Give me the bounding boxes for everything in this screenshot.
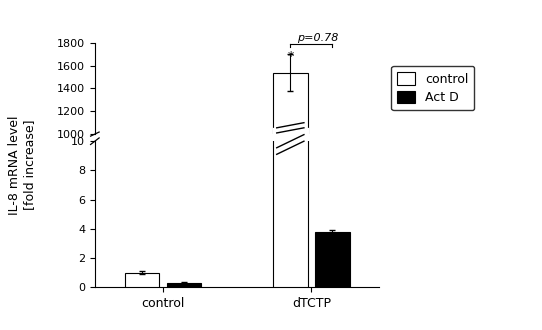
- Text: *: *: [287, 50, 293, 63]
- Bar: [166, 283, 201, 287]
- Legend: control, Act D: control, Act D: [391, 66, 474, 111]
- Bar: [125, 273, 159, 287]
- Text: IL-8 mRNA level
[fold increase]: IL-8 mRNA level [fold increase]: [8, 115, 36, 215]
- Bar: [273, 0, 308, 287]
- Bar: [315, 232, 350, 287]
- Bar: [273, 73, 308, 248]
- Text: p=0.78: p=0.78: [297, 33, 338, 43]
